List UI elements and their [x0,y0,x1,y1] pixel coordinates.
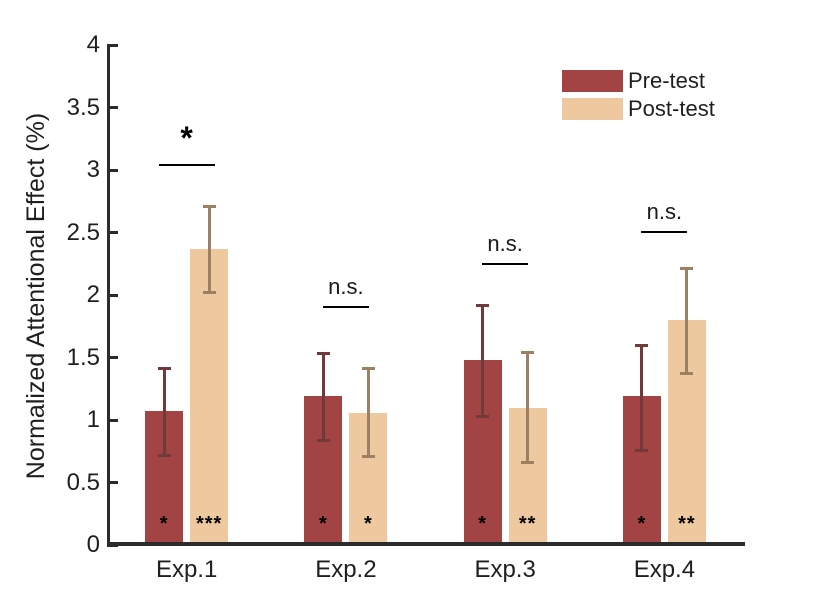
y-tick-mark [110,356,118,359]
legend: Pre-test Post-test [562,70,715,126]
errorbar-cap-bottom [680,372,694,376]
errorbar-post-test-exp.2 [366,368,370,457]
comparison-line-exp.3 [482,262,529,265]
errorbar-post-test-exp.3 [526,352,530,463]
errorbar-post-test-exp.4 [685,268,689,374]
legend-swatch-pre-test [562,70,623,92]
comparison-label-exp.3: n.s. [487,230,523,256]
legend-swatch-post-test [562,98,623,120]
y-tick-mark [110,106,118,109]
legend-label-pre-test: Pre-test [628,68,706,93]
y-tick-mark [110,43,118,47]
comparison-line-exp.4 [641,231,688,234]
errorbar-cap-top [202,204,216,208]
significance-stars-post-test-exp.2: * [363,513,373,535]
comparison-label-exp.2: n.s. [328,274,364,300]
significance-stars-pre-test-exp.3: * [478,513,488,535]
errorbar-cap-top [635,343,649,347]
errorbar-cap-top [476,303,490,307]
y-tick-label: 3 [86,156,100,183]
y-tick-label: 2 [86,281,100,308]
comparison-line-exp.2 [322,306,369,309]
significance-stars-post-test-exp.3: ** [518,513,537,535]
errorbar-cap-bottom [635,448,649,452]
legend-item-pre-test: Pre-test [562,70,715,92]
y-tick-label: 0 [86,531,100,558]
errorbar-cap-top [361,367,375,371]
y-tick-mark [110,418,118,422]
significance-stars-post-test-exp.4: ** [678,513,696,535]
errorbar-cap-bottom [202,291,216,294]
comparison-label-exp.4: n.s. [646,199,683,225]
y-axis-line [107,44,110,547]
errorbar-cap-bottom [476,414,490,418]
y-tick-mark [110,168,118,172]
errorbar-pre-test-exp.2 [321,353,325,440]
y-tick-mark [110,231,118,234]
errorbar-cap-top [316,352,330,356]
errorbar-post-test-exp.1 [207,206,211,293]
comparison-label-exp.1: * [180,119,193,156]
errorbar-cap-bottom [157,453,171,457]
errorbar-cap-bottom [316,438,330,442]
y-tick-label: 1.5 [66,343,100,371]
errorbar-cap-bottom [521,461,535,464]
x-tick-label-exp.4: Exp.4 [633,556,696,583]
errorbar-pre-test-exp.4 [640,345,644,450]
y-tick-mark [110,481,118,484]
errorbar-cap-top [157,367,171,371]
errorbar-pre-test-exp.3 [481,305,485,417]
significance-stars-pre-test-exp.4: * [637,513,647,535]
y-tick-label: 4 [86,31,100,58]
comparison-line-exp.1 [158,163,215,166]
y-tick-label: 2.5 [66,218,100,246]
x-tick-label-exp.3: Exp.3 [474,556,536,583]
bar-post-test-exp.1 [190,248,229,545]
x-tick-label-exp.2: Exp.2 [315,556,377,583]
x-axis-line [107,542,745,546]
y-tick-label: 1 [86,406,100,433]
errorbar-cap-top [521,351,535,354]
legend-label-post-test: Post-test [628,96,715,121]
significance-stars-pre-test-exp.1: * [159,513,169,535]
errorbar-pre-test-exp.1 [162,368,166,455]
y-tick-label: 3.5 [66,93,100,121]
y-tick-label: 0.5 [66,468,100,496]
errorbar-cap-top [680,267,694,271]
errorbar-cap-bottom [361,454,375,458]
significance-stars-pre-test-exp.2: * [318,513,328,535]
y-tick-mark [110,293,118,297]
legend-item-post-test: Post-test [562,98,715,120]
x-tick-label-exp.1: Exp.1 [155,556,218,583]
significance-stars-post-test-exp.1: *** [195,513,223,535]
